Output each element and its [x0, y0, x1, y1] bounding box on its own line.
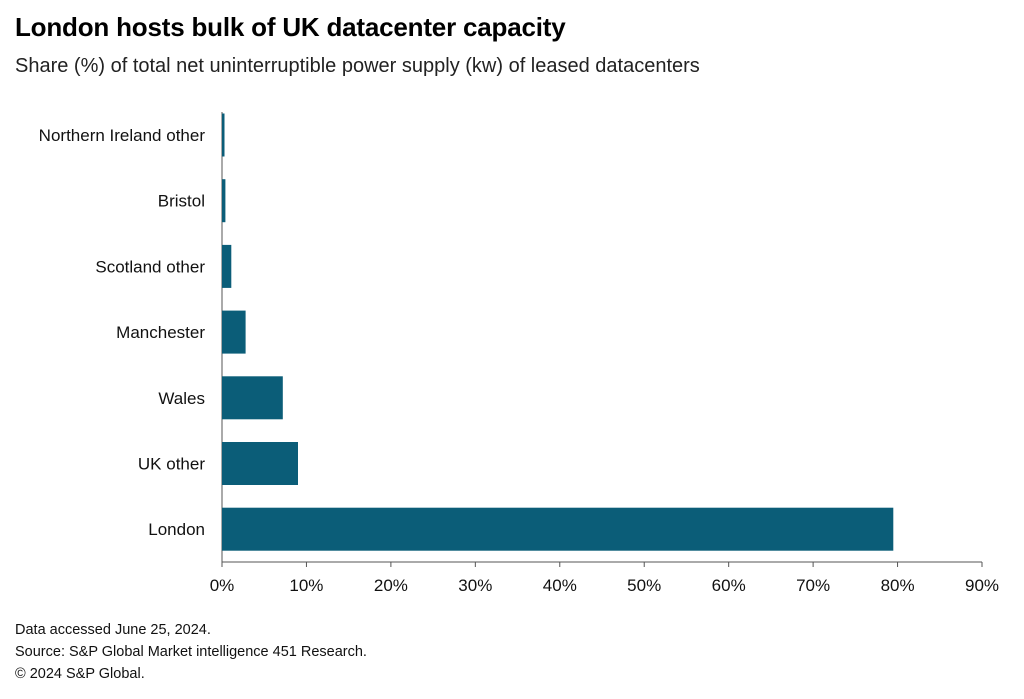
category-label: Bristol	[158, 192, 205, 211]
category-label: Scotland other	[95, 257, 205, 276]
category-label: Wales	[158, 389, 205, 408]
bar-northern-ireland-other	[222, 113, 225, 157]
footer-copyright: © 2024 S&P Global.	[15, 666, 145, 682]
category-label: London	[148, 520, 205, 539]
x-tick-label: 50%	[627, 576, 661, 595]
category-label: Manchester	[116, 323, 205, 342]
chart-title: London hosts bulk of UK datacenter capac…	[15, 12, 566, 42]
x-tick-label: 40%	[543, 576, 577, 595]
category-label: UK other	[138, 455, 205, 474]
category-label: Northern Ireland other	[39, 126, 206, 145]
bar-uk-other	[222, 442, 298, 485]
x-tick-label: 90%	[965, 576, 999, 595]
bar-london	[222, 507, 894, 551]
bar-scotland-other	[222, 244, 232, 288]
footer-source: Source: S&P Global Market intelligence 4…	[15, 644, 367, 660]
footer-data-accessed: Data accessed June 25, 2024.	[15, 622, 211, 638]
x-tick-label: 0%	[210, 576, 235, 595]
chart-subtitle: Share (%) of total net uninterruptible p…	[15, 55, 700, 77]
x-tick-label: 30%	[458, 576, 492, 595]
x-tick-label: 80%	[881, 576, 915, 595]
bar-wales	[222, 376, 283, 420]
bar-bristol	[222, 179, 226, 223]
x-tick-label: 20%	[374, 576, 408, 595]
x-tick-label: 70%	[796, 576, 830, 595]
x-tick-label: 60%	[712, 576, 746, 595]
bar-manchester	[222, 310, 246, 354]
x-tick-label: 10%	[289, 576, 323, 595]
chart-footer: Data accessed June 25, 2024. Source: S&P…	[15, 619, 367, 685]
bar-chart: Northern Ireland other Bristol Scotland ot…	[39, 112, 999, 595]
